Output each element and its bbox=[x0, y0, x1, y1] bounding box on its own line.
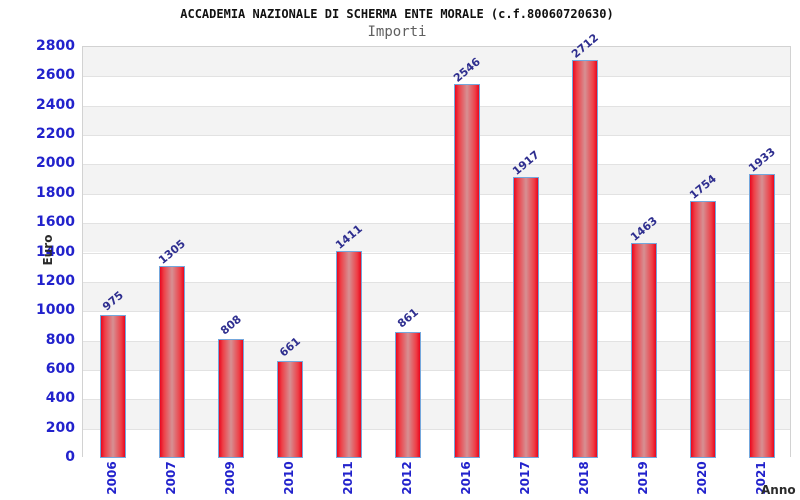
plot-band bbox=[83, 164, 790, 194]
gridline bbox=[83, 105, 790, 107]
x-axis-tick-label: 2012 bbox=[399, 461, 414, 495]
bar-2012 bbox=[394, 331, 421, 458]
bar-2007 bbox=[158, 266, 185, 458]
bar-2016 bbox=[454, 84, 481, 458]
bar-2018 bbox=[572, 59, 599, 458]
x-axis-tick-label: 2017 bbox=[518, 461, 533, 495]
chart-subtitle: Importi bbox=[367, 24, 427, 40]
gridline bbox=[83, 193, 790, 195]
plot-area bbox=[82, 46, 791, 458]
plot-band bbox=[83, 105, 790, 136]
y-axis-tick-label: 2800 bbox=[36, 38, 75, 54]
plot-band bbox=[83, 340, 790, 370]
x-axis-tick-label: 2006 bbox=[104, 461, 119, 495]
y-axis-tick-label: 2600 bbox=[36, 67, 75, 84]
x-axis-tick-label: 2018 bbox=[577, 461, 592, 495]
plot-band bbox=[83, 281, 790, 312]
y-axis-tick-label: 600 bbox=[45, 360, 75, 377]
x-axis-tick-label: 2016 bbox=[459, 461, 474, 495]
x-axis-tick-label: 2007 bbox=[163, 461, 178, 495]
y-axis-tick-label: 0 bbox=[65, 449, 75, 465]
plot-band bbox=[83, 47, 790, 77]
plot-band bbox=[83, 193, 790, 224]
x-axis-title: Anno bbox=[761, 483, 796, 497]
y-axis-tick-label: 2200 bbox=[36, 126, 75, 143]
gridline bbox=[83, 369, 790, 371]
bar-2006 bbox=[99, 314, 126, 458]
y-axis-tick-label: 1400 bbox=[36, 243, 75, 260]
gridline bbox=[83, 399, 790, 401]
gridline bbox=[83, 311, 790, 313]
plot-band bbox=[83, 252, 790, 282]
gridline bbox=[83, 428, 790, 430]
gridline bbox=[83, 281, 790, 283]
plot-band bbox=[83, 135, 790, 165]
bar-2010 bbox=[276, 360, 303, 458]
gridline bbox=[83, 223, 790, 225]
plot-band bbox=[83, 223, 790, 253]
y-axis-tick-label: 1800 bbox=[36, 184, 75, 201]
y-axis-tick-label: 400 bbox=[45, 390, 75, 407]
y-axis-title: Euro bbox=[41, 234, 55, 266]
y-axis-tick-label: 1200 bbox=[36, 272, 75, 289]
y-axis-tick-label: 200 bbox=[45, 419, 75, 436]
bar-2017 bbox=[513, 176, 540, 458]
x-axis-tick-label: 2020 bbox=[695, 461, 710, 495]
chart-title: ACCADEMIA NAZIONALE DI SCHERMA ENTE MORA… bbox=[180, 7, 614, 21]
gridline bbox=[83, 164, 790, 166]
bar-2011 bbox=[335, 250, 362, 458]
plot-band bbox=[83, 311, 790, 341]
gridline bbox=[83, 252, 790, 254]
y-axis-tick-label: 1600 bbox=[36, 214, 75, 231]
plot-band bbox=[83, 428, 790, 458]
y-axis-tick-label: 2400 bbox=[36, 96, 75, 113]
plot-band bbox=[83, 399, 790, 429]
gridline bbox=[83, 340, 790, 342]
x-axis-tick-label: 2011 bbox=[340, 461, 355, 495]
y-axis-tick-label: 1000 bbox=[36, 302, 75, 319]
x-axis-tick-label: 2010 bbox=[281, 461, 296, 495]
gridline bbox=[83, 76, 790, 78]
x-axis-tick-label: 2019 bbox=[636, 461, 651, 495]
plot-band bbox=[83, 76, 790, 106]
y-axis-tick-label: 800 bbox=[45, 331, 75, 348]
y-axis-tick-label: 2000 bbox=[36, 155, 75, 172]
bar-2019 bbox=[631, 243, 658, 458]
gridline bbox=[83, 135, 790, 137]
bar-2020 bbox=[690, 200, 717, 458]
plot-band bbox=[83, 369, 790, 400]
x-axis-tick-label: 2009 bbox=[222, 461, 237, 495]
bar-2021 bbox=[749, 174, 776, 458]
bar-2009 bbox=[217, 339, 244, 458]
